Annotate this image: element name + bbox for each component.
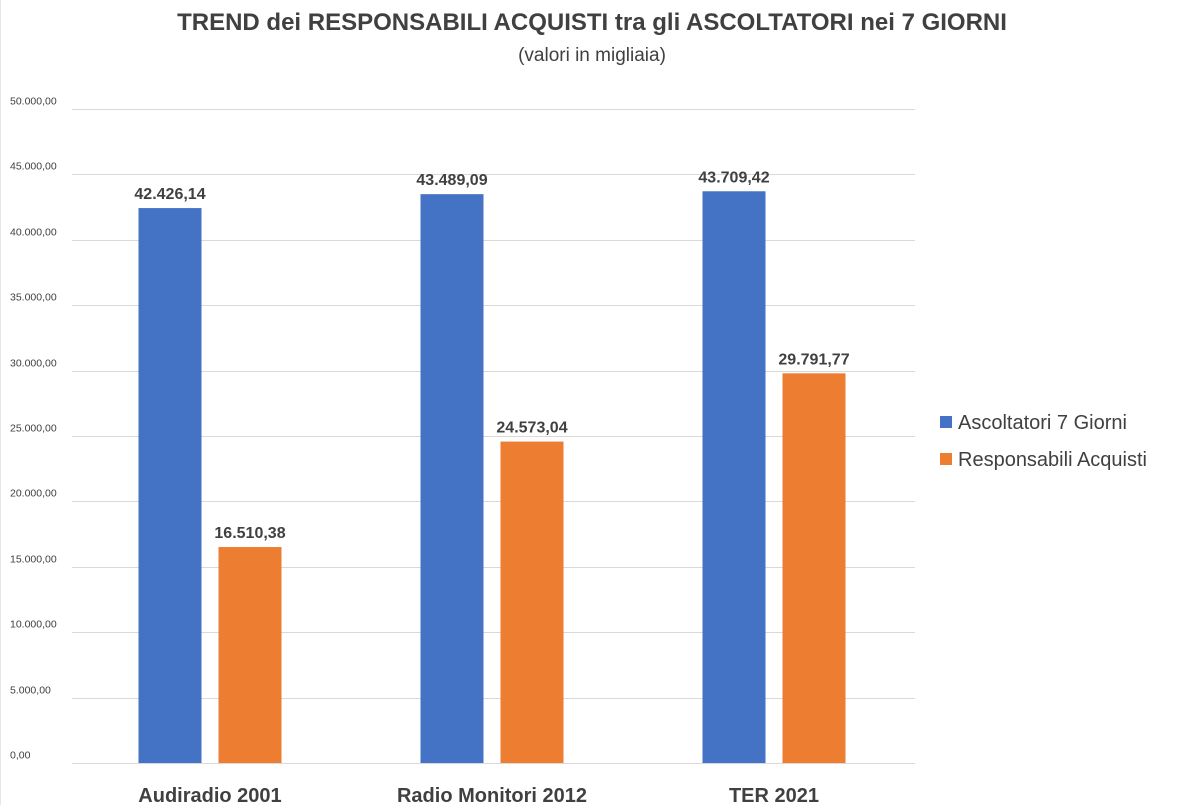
legend-swatch: [940, 416, 952, 428]
x-category-label: Radio Monitori 2012: [397, 785, 587, 805]
data-label: 43.709,42: [698, 169, 769, 186]
y-tick-label: 35.000,00: [10, 292, 57, 304]
bar-ascoltatori-2: [702, 191, 766, 764]
data-label: 43.489,09: [416, 172, 487, 189]
y-tick-label: 15.000,00: [10, 554, 57, 566]
y-tick-label: 45.000,00: [10, 161, 57, 173]
x-category-label: Audiradio 2001: [138, 785, 281, 805]
data-label: 16.510,38: [214, 525, 285, 542]
bar-responsabili-2: [782, 373, 846, 763]
legend-label: Responsabili Acquisti: [958, 449, 1147, 471]
x-axis-category-labels: Audiradio 2001 Radio Monitori 2012 TER 202…: [138, 785, 819, 805]
data-label: 24.573,04: [496, 420, 567, 437]
y-tick-label: 0,00: [10, 750, 31, 762]
chart-subtitle: (valori in migliaia): [518, 45, 666, 66]
y-tick-label: 40.000,00: [10, 227, 57, 239]
y-axis-tick-labels: 0,00 5.000,00 10.000,00 15.000,00 20.000,00 2…: [10, 96, 57, 762]
data-label: 42.426,14: [134, 186, 205, 203]
chart-title: TREND dei RESPONSABILI ACQUISTI tra gli …: [177, 9, 1007, 36]
gridlines: [72, 109, 915, 764]
x-category-label: TER 2021: [729, 785, 819, 805]
data-labels: 42.426,14 16.510,38 43.489,09 24.573,04 43.7…: [134, 169, 849, 542]
y-tick-label: 5.000,00: [10, 685, 51, 697]
legend-swatch: [940, 453, 952, 465]
bar-ascoltatori-1: [420, 194, 484, 763]
y-tick-label: 25.000,00: [10, 423, 57, 435]
y-tick-label: 50.000,00: [10, 96, 57, 108]
data-label: 29.791,77: [778, 351, 849, 368]
bar-responsabili-0: [218, 547, 282, 763]
bars: [138, 191, 846, 764]
legend: Ascoltatori 7 Giorni Responsabili Acquist…: [940, 412, 1147, 471]
bar-responsabili-1: [500, 441, 564, 763]
bar-ascoltatori-0: [138, 208, 202, 763]
y-tick-label: 10.000,00: [10, 619, 57, 631]
y-tick-label: 30.000,00: [10, 358, 57, 370]
legend-label: Ascoltatori 7 Giorni: [958, 412, 1127, 434]
y-tick-label: 20.000,00: [10, 488, 57, 500]
